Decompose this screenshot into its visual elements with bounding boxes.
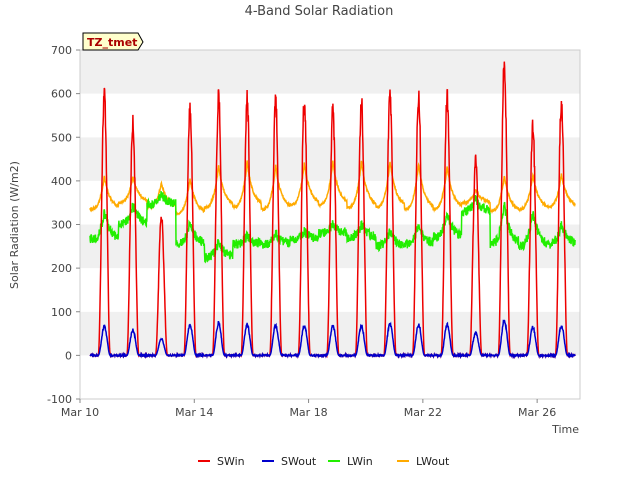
grid-band — [80, 50, 580, 94]
grid-band — [80, 137, 580, 181]
grid-band — [80, 355, 580, 399]
legend-label-lwout: LWout — [416, 455, 450, 468]
y-tick-label: 400 — [51, 175, 72, 188]
x-tick-label: Mar 10 — [61, 406, 99, 419]
chart-title: 4-Band Solar Radiation — [245, 4, 394, 19]
y-tick-label: 700 — [51, 44, 72, 57]
tz-badge: TZ_tmet — [82, 32, 144, 51]
grid-band — [80, 268, 580, 312]
y-axis-label: Solar Radiation (W/m2) — [8, 161, 21, 289]
badge-label: TZ_tmet — [87, 36, 137, 49]
x-tick-label: Mar 14 — [175, 406, 213, 419]
series-line-swout — [89, 319, 576, 360]
x-axis-label: Time — [551, 423, 579, 436]
y-tick-label: 100 — [51, 306, 72, 319]
data-lines — [89, 61, 576, 360]
legend-label-swin: SWin — [217, 455, 245, 468]
series-line-lwin — [89, 191, 576, 264]
legend: SWin SWout LWin LWout — [198, 455, 450, 468]
x-axis-ticks: Mar 10 Mar 14 Mar 18 Mar 22 Mar 26 — [61, 399, 556, 419]
y-tick-label: 300 — [51, 219, 72, 232]
legend-label-swout: SWout — [281, 455, 317, 468]
y-tick-label: 600 — [51, 88, 72, 101]
y-tick-label: 0 — [65, 349, 72, 362]
x-tick-label: Mar 22 — [404, 406, 442, 419]
y-axis-ticks: -100 0 100 200 300 400 500 600 700 — [47, 44, 80, 406]
legend-label-lwin: LWin — [347, 455, 373, 468]
badge-shape — [82, 32, 144, 51]
grid-band — [80, 93, 580, 138]
y-tick-label: -100 — [47, 393, 72, 406]
x-tick-label: Mar 18 — [289, 406, 327, 419]
x-tick-label: Mar 26 — [518, 406, 556, 419]
grid-band — [80, 311, 580, 356]
y-tick-label: 500 — [51, 131, 72, 144]
y-tick-label: 200 — [51, 262, 72, 275]
